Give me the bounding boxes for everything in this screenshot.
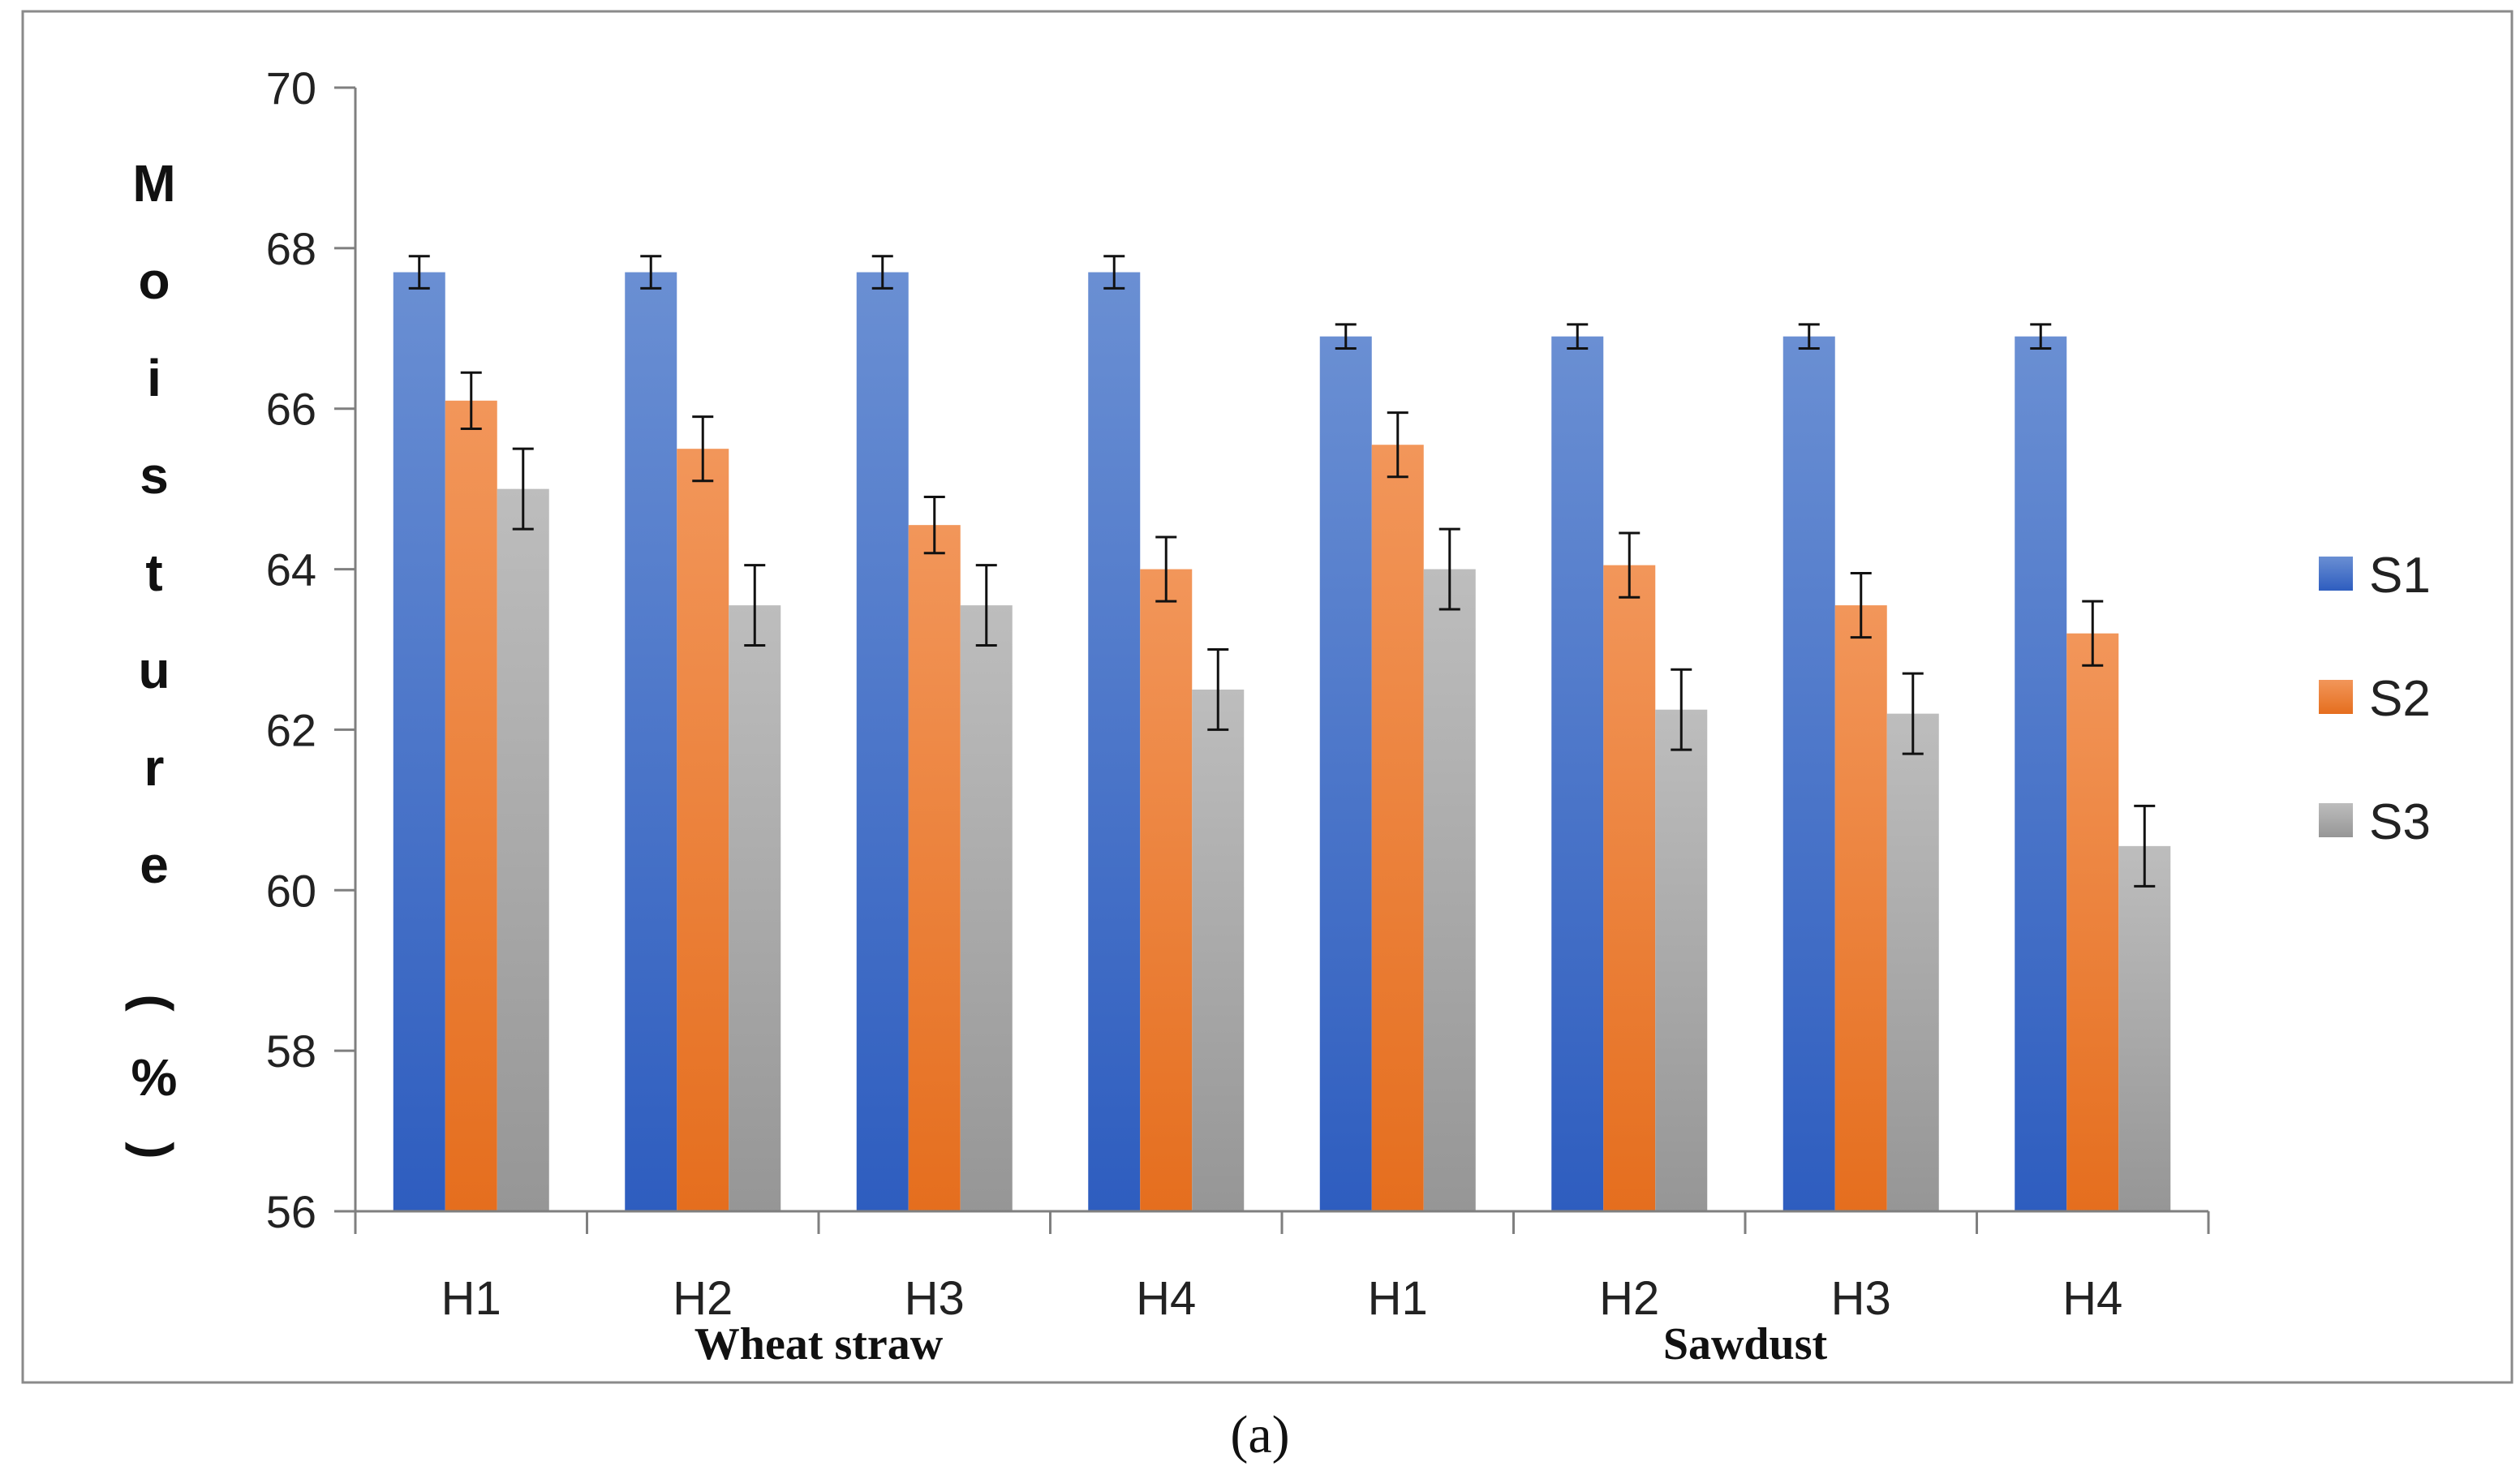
bar-s1 xyxy=(856,272,909,1212)
y-axis: 56 58 60 62 64 66 68 70 xyxy=(266,62,357,1237)
legend-label: S2 xyxy=(2369,671,2431,727)
bar-s2 xyxy=(1603,565,1656,1211)
bar-s2 xyxy=(1371,445,1424,1211)
bars xyxy=(393,255,2171,1212)
y-axis-title-char: s xyxy=(140,446,169,505)
bar-s3 xyxy=(729,605,781,1211)
x-group-label: Wheat straw xyxy=(695,1319,944,1369)
bar-s2 xyxy=(1140,569,1193,1211)
bar-s1 xyxy=(1782,336,1835,1211)
y-axis-title-char: r xyxy=(144,738,165,797)
y-axis-title-char: M xyxy=(132,154,175,213)
x-tick-label: H2 xyxy=(1599,1272,1659,1325)
bar-s3 xyxy=(960,605,1013,1211)
legend-swatch-s2 xyxy=(2319,680,2353,714)
bar-s2 xyxy=(677,449,729,1211)
bar-s1 xyxy=(625,272,677,1212)
y-tick-label: 64 xyxy=(266,544,316,595)
bar-s2 xyxy=(445,400,497,1212)
x-tick-label: H2 xyxy=(673,1272,733,1325)
x-tick-label: H4 xyxy=(1136,1272,1196,1325)
x-tick-label: H3 xyxy=(1831,1272,1891,1325)
bar-s1 xyxy=(2015,336,2067,1211)
legend-label: S3 xyxy=(2369,794,2431,850)
y-tick-label: 60 xyxy=(266,865,316,916)
legend-label: S1 xyxy=(2369,548,2431,604)
y-axis-title-char: t xyxy=(145,544,162,602)
y-axis-title-char: % xyxy=(131,1048,178,1107)
bar-s3 xyxy=(1192,689,1245,1211)
y-tick-label: 70 xyxy=(266,62,316,114)
bar-s2 xyxy=(2066,633,2119,1211)
bar-s3 xyxy=(1423,569,1476,1211)
x-tick-label: H3 xyxy=(905,1272,965,1325)
x-tick-label: H1 xyxy=(441,1272,501,1325)
x-tick-label: H4 xyxy=(2062,1272,2122,1325)
bar-s3 xyxy=(2118,845,2171,1211)
x-group-label: Sawdust xyxy=(1663,1319,1828,1369)
bar-s1 xyxy=(1551,336,1604,1211)
y-axis-title-char: u xyxy=(138,641,170,699)
bar-s1 xyxy=(1319,336,1372,1211)
y-tick-label: 66 xyxy=(266,384,316,435)
legend: S1 S2 S3 xyxy=(2319,548,2431,850)
y-axis-title-char: ) xyxy=(125,1141,183,1159)
x-axis: H1 H2 H3 H4 H1 H2 H3 H4 Wheat straw Sawdust xyxy=(354,1210,2210,1369)
legend-swatch-s1 xyxy=(2319,557,2353,591)
bar-s3 xyxy=(497,488,549,1211)
y-axis-title-char: ( xyxy=(125,994,183,1012)
y-axis-title-char: i xyxy=(147,349,161,407)
bar-s1 xyxy=(393,272,445,1212)
y-axis-title-char: e xyxy=(140,836,169,894)
y-axis-title-char: o xyxy=(138,252,170,310)
bar-s2 xyxy=(908,525,961,1211)
y-tick-label: 62 xyxy=(266,704,316,755)
legend-swatch-s3 xyxy=(2319,803,2353,837)
bar-s3 xyxy=(1886,713,1939,1211)
y-tick-label: 56 xyxy=(266,1186,316,1237)
x-tick-label: H1 xyxy=(1368,1272,1428,1325)
bar-s2 xyxy=(1834,605,1887,1211)
bar-s1 xyxy=(1088,272,1141,1212)
y-tick-label: 58 xyxy=(266,1025,316,1077)
y-tick-label: 68 xyxy=(266,223,316,274)
figure-caption: (a) xyxy=(1230,1405,1289,1464)
bar-s3 xyxy=(1655,709,1708,1211)
